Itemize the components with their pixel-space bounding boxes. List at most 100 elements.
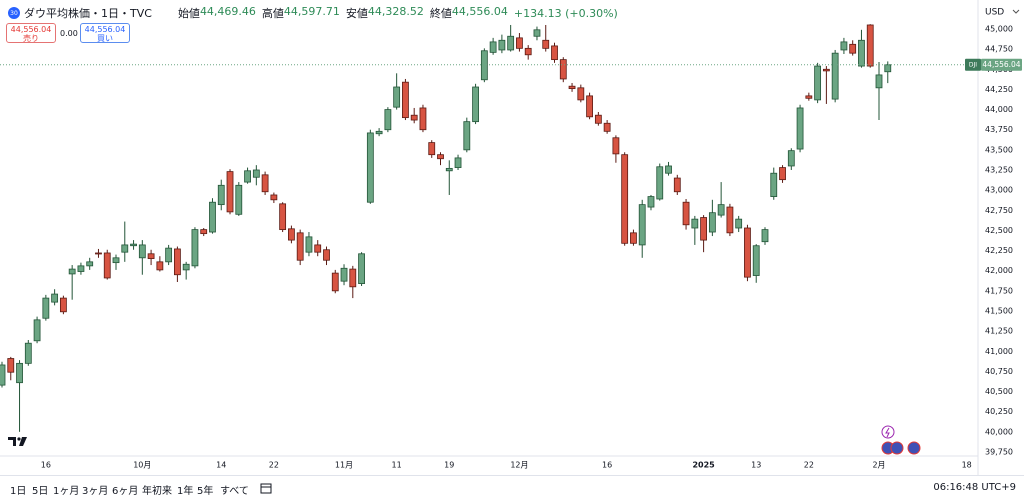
y-tick-label: 43,000 xyxy=(985,186,1013,195)
range-button[interactable]: すべて xyxy=(220,486,249,497)
ohlc-label: 高値 xyxy=(261,7,284,20)
candle-body xyxy=(726,206,734,234)
candle-body xyxy=(630,232,637,244)
candle-body xyxy=(805,95,813,99)
y-tick-label: 39,750 xyxy=(985,447,1013,456)
range-button[interactable]: 5日 xyxy=(32,486,49,497)
y-tick-label: 43,750 xyxy=(985,125,1013,134)
symbol-logo: 30 xyxy=(8,7,20,19)
candle-body xyxy=(7,358,15,373)
candle-body xyxy=(884,64,892,73)
x-tick-label: 16 xyxy=(41,461,51,470)
candle-body xyxy=(200,229,208,235)
candle-body xyxy=(156,261,164,271)
range-button[interactable]: 1年 xyxy=(177,486,194,497)
buy-button[interactable]: 44,556.04 買い xyxy=(80,23,130,43)
candle-body xyxy=(244,170,251,183)
range-button[interactable]: 5年 xyxy=(197,486,214,497)
candle-body xyxy=(744,227,751,278)
price-label: 44,556.04 xyxy=(982,60,1020,69)
ohlc: 始値 44,469.46 高値 44,597.71 安値 44,328.52 終値 44,55… xyxy=(174,5,510,21)
range-button[interactable]: 年初来 xyxy=(142,486,172,497)
candle-body xyxy=(86,261,94,267)
y-tick-label: 42,750 xyxy=(985,206,1013,215)
candle-body xyxy=(717,204,725,216)
candle-body xyxy=(349,268,357,288)
candle-body xyxy=(147,253,155,260)
candle-body xyxy=(0,364,6,386)
y-tick-label: 42,250 xyxy=(985,246,1013,255)
candle-body xyxy=(656,166,664,200)
candle-body xyxy=(419,107,427,131)
candle-body xyxy=(858,39,865,67)
range-button[interactable]: 3ヶ月 xyxy=(82,486,109,497)
ohlc-label: 終値 xyxy=(429,7,452,20)
candle-body xyxy=(165,247,173,263)
candle-body xyxy=(138,244,146,259)
y-tick-label: 40,250 xyxy=(985,407,1013,416)
candle-body xyxy=(770,172,778,197)
candle-body xyxy=(489,41,497,53)
candle-body xyxy=(191,229,199,267)
date-range-icon[interactable] xyxy=(259,481,273,495)
x-tick-label: 19 xyxy=(444,461,454,470)
candle-body xyxy=(586,95,593,118)
candle-body xyxy=(831,52,839,100)
ohlc-label: 安値 xyxy=(345,7,368,20)
ohlc-value: 44,469.46 xyxy=(199,5,256,18)
candle-body xyxy=(323,249,330,261)
x-tick-label: 10月 xyxy=(133,461,151,470)
candle-body xyxy=(638,204,646,246)
spread: 0.00 xyxy=(60,29,78,38)
symbol[interactable]: ダウ平均株価・1日・TVC xyxy=(24,7,152,20)
y-tick-label: 44,750 xyxy=(985,45,1013,54)
candle-body xyxy=(402,81,409,119)
range-button[interactable]: 1日 xyxy=(10,486,27,497)
change: +134.13 (+0.30%) xyxy=(513,6,618,20)
candle-body xyxy=(428,142,436,156)
y-tick-label: 40,750 xyxy=(985,367,1013,376)
candle-body xyxy=(542,39,550,49)
candle-body xyxy=(866,24,874,67)
candle-body xyxy=(121,244,129,253)
candle-body xyxy=(559,59,567,80)
candle-body xyxy=(498,39,506,51)
candle-body xyxy=(822,68,830,72)
candle-body xyxy=(796,107,804,150)
ohlc-label: 始値 xyxy=(177,7,200,20)
candle-body xyxy=(112,257,120,264)
candle-body xyxy=(226,171,234,213)
candle-body xyxy=(173,248,181,276)
y-tick-label: 42,000 xyxy=(985,266,1013,275)
x-tick-label: 22 xyxy=(804,461,814,470)
price-symbol-box xyxy=(965,58,981,71)
sell-button[interactable]: 44,556.04 売り xyxy=(6,23,56,43)
candle-body xyxy=(296,232,304,261)
range-button[interactable]: 6ヶ月 xyxy=(112,486,139,497)
currency-menu[interactable] xyxy=(1012,9,1020,14)
y-tick-label: 41,750 xyxy=(985,286,1013,295)
candle-body xyxy=(840,41,848,51)
candle-body xyxy=(182,263,190,271)
sell-price: 44,556.04 xyxy=(10,25,52,34)
y-tick-label: 41,000 xyxy=(985,347,1013,356)
buy-label: 買い xyxy=(97,34,113,43)
range-button[interactable]: 1ヶ月 xyxy=(53,486,80,497)
legend: 30 ダウ平均株価・1日・TVC 始値 44,469.46 高値 44,597.71 安… xyxy=(8,5,618,21)
candle-body xyxy=(700,217,707,241)
x-tick-label: 18 xyxy=(962,461,972,470)
sell-label: 売り xyxy=(23,34,39,43)
candle-body xyxy=(59,297,67,313)
candle-body xyxy=(42,297,50,319)
candle-body xyxy=(480,50,488,81)
candle-body xyxy=(472,86,479,123)
candle-body xyxy=(358,253,365,284)
candle-body xyxy=(735,218,743,229)
candle-body xyxy=(279,203,287,231)
y-tick-label: 44,000 xyxy=(985,105,1013,114)
candle-body xyxy=(454,157,462,168)
candle-body xyxy=(366,132,374,203)
y-tick-label: 43,500 xyxy=(985,145,1013,154)
candle-body xyxy=(410,114,418,121)
